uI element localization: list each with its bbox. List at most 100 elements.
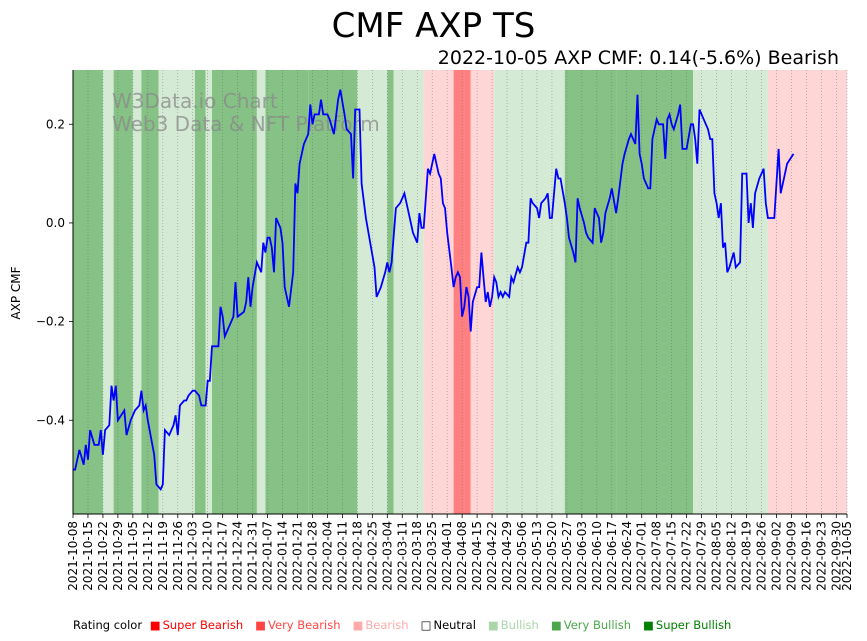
legend-swatch: ■ [255, 618, 267, 632]
rating-legend: Rating color ■ Super Bearish ■ Very Bearish… [73, 618, 747, 632]
x-tick-label: 2022-02-18 [350, 521, 364, 591]
x-tick-label: 2021-11-05 [126, 521, 140, 591]
legend-item: ■ Super Bearish [150, 618, 247, 632]
x-tick-label: 2022-10-05 [840, 521, 854, 591]
x-tick-label: 2022-01-21 [291, 521, 305, 591]
x-tick-label: 2022-08-19 [740, 521, 754, 591]
x-tick-label: 2022-09-23 [814, 521, 828, 591]
x-tick-label: 2022-06-24 [620, 521, 634, 591]
rating-band [113, 70, 133, 514]
x-tick-label: 2022-02-11 [335, 521, 349, 591]
y-tick-label: 0.2 [46, 117, 65, 131]
legend-item-label: Bearish [365, 618, 409, 632]
x-tick-label: 2022-04-01 [440, 521, 454, 591]
x-tick-label: 2022-08-05 [710, 521, 724, 591]
rating-band [132, 70, 142, 514]
legend-swatch: □ [420, 618, 432, 632]
x-tick-label: 2022-01-28 [305, 521, 319, 591]
y-ticks: −0.4 −0.2 0.0 0.2 [36, 117, 73, 427]
x-tick-label: 2021-10-08 [66, 521, 80, 591]
legend-swatch: ■ [149, 618, 161, 632]
x-tick-label: 2021-10-15 [81, 521, 95, 591]
legend-swatch: ■ [550, 618, 562, 632]
legend-item-label: Super Bullish [655, 618, 732, 632]
x-tick-label: 2022-01-07 [261, 521, 275, 591]
x-tick-label: 2022-07-15 [665, 521, 679, 591]
rating-band [470, 70, 495, 514]
axes [72, 70, 847, 515]
x-tick-label: 2022-02-04 [320, 521, 334, 591]
legend-items: ■ Super Bearish ■ Very Bearish ■ Bearish □ Neut… [150, 618, 744, 632]
rating-band [205, 70, 212, 514]
legend-item: ■ Super Bullish [643, 618, 735, 632]
y-tick-label: −0.4 [36, 413, 65, 427]
x-tick-label: 2022-08-12 [725, 521, 739, 591]
watermark-line-2: Web3 Data & NFT Platform [112, 112, 380, 136]
x-tick-label: 2022-09-09 [784, 521, 798, 591]
x-tick-label: 2022-07-22 [680, 521, 694, 591]
cmf-line [73, 89, 795, 491]
rating-band [387, 70, 394, 514]
legend-label: Rating color [73, 618, 143, 632]
x-tick-label: 2022-03-11 [395, 521, 409, 591]
rating-band [141, 70, 159, 514]
legend-item-label: Super Bearish [162, 618, 244, 632]
legend-item: □ Neutral [421, 618, 480, 632]
x-tick-label: 2022-05-13 [530, 521, 544, 591]
x-tick-label: 2021-12-10 [201, 521, 215, 591]
rating-band [564, 70, 617, 514]
rating-band [693, 70, 768, 514]
legend-item-label: Neutral [433, 618, 476, 632]
legend-swatch: ■ [487, 618, 499, 632]
legend-item: ■ Very Bearish [255, 618, 344, 632]
rating-band [423, 70, 454, 514]
rating-band [393, 70, 424, 514]
x-tick-label: 2021-11-19 [156, 521, 170, 591]
x-tick-label: 2021-12-03 [186, 521, 200, 591]
legend-item: ■ Bullish [488, 618, 543, 632]
x-tick-label: 2022-04-22 [485, 521, 499, 591]
rating-band [265, 70, 309, 514]
x-tick-label: 2022-06-17 [605, 521, 619, 591]
x-tick-label: 2022-05-20 [545, 521, 559, 591]
rating-band [767, 70, 847, 514]
x-tick-label: 2021-12-17 [216, 521, 230, 591]
x-tick-label: 2021-11-26 [171, 521, 185, 591]
x-tick-label: 2022-09-30 [829, 521, 843, 591]
x-tick-label: 2022-09-16 [799, 521, 813, 591]
legend-item-label: Very Bearish [268, 618, 341, 632]
rating-band [308, 70, 358, 514]
rating-band [616, 70, 694, 514]
chart-subtitle: 2022-10-05 AXP CMF: 0.14(-5.6%) Bearish [437, 47, 839, 69]
y-axis-label: AXP CMF [9, 266, 23, 319]
x-tick-label: 2022-01-14 [276, 521, 290, 591]
rating-band [194, 70, 206, 514]
x-tick-label: 2022-07-29 [695, 521, 709, 591]
x-tick-label: 2022-04-29 [500, 521, 514, 591]
vertical-gridlines [72, 70, 848, 514]
x-tick-label: 2022-06-10 [590, 521, 604, 591]
x-tick-label: 2022-02-25 [365, 521, 379, 591]
x-tick-label: 2022-06-03 [575, 521, 589, 591]
x-tick-label: 2021-12-31 [246, 521, 260, 591]
y-tick-label: −0.2 [36, 315, 65, 329]
y-tick-label: 0.0 [46, 216, 65, 230]
x-tick-label: 2022-07-08 [650, 521, 664, 591]
chart-title: CMF AXP TS [331, 6, 536, 46]
x-tick-label: 2022-08-26 [754, 521, 768, 591]
x-tick-label: 2022-04-15 [470, 521, 484, 591]
x-tick-label: 2022-05-06 [515, 521, 529, 591]
x-tick-label: 2021-10-22 [96, 521, 110, 591]
legend-item: ■ Very Bullish [551, 618, 635, 632]
x-tick-label: 2022-09-02 [769, 521, 783, 591]
watermark-line-1: W3Data.io Chart [112, 89, 278, 113]
x-tick-label: 2022-04-08 [455, 521, 469, 591]
x-tick-label: 2022-05-27 [560, 521, 574, 591]
rating-band [102, 70, 114, 514]
x-tick-label: 2021-12-24 [231, 521, 245, 591]
legend-item: ■ Bearish [353, 618, 413, 632]
x-tick-label: 2022-03-04 [380, 521, 394, 591]
x-ticks: 2021-10-08 2021-10-15 2021-10-22 2021-10-29… [66, 514, 854, 591]
legend-swatch: ■ [352, 618, 364, 632]
